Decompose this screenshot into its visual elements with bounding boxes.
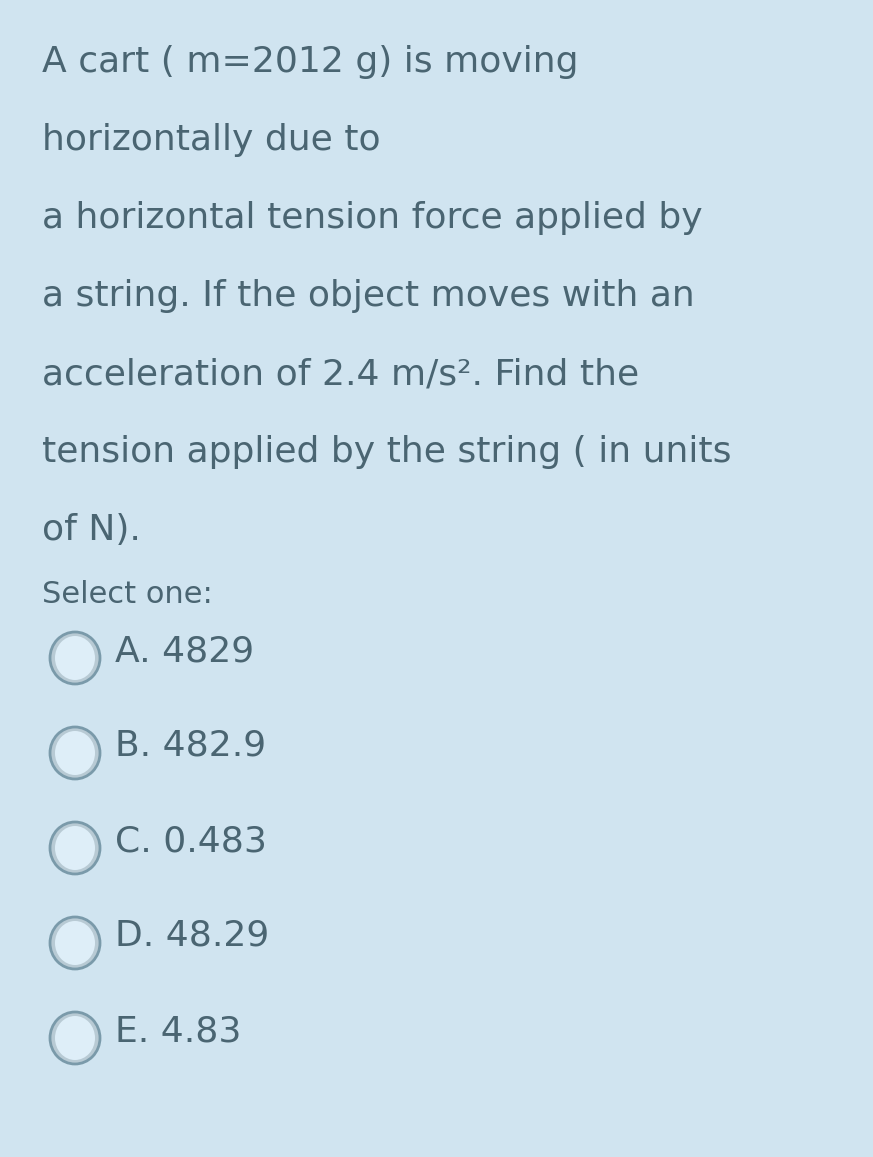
Text: A. 4829: A. 4829 [115, 634, 254, 668]
Text: Select one:: Select one: [42, 580, 213, 609]
Text: tension applied by the string ( in units: tension applied by the string ( in units [42, 435, 732, 469]
Ellipse shape [55, 826, 95, 870]
Text: B. 482.9: B. 482.9 [115, 729, 266, 762]
Text: acceleration of 2.4 m/s². Find the: acceleration of 2.4 m/s². Find the [42, 358, 639, 391]
Ellipse shape [50, 821, 100, 874]
Ellipse shape [50, 727, 100, 779]
Text: a string. If the object moves with an: a string. If the object moves with an [42, 279, 695, 314]
Ellipse shape [55, 636, 95, 680]
Text: D. 48.29: D. 48.29 [115, 919, 269, 953]
Ellipse shape [55, 921, 95, 965]
Ellipse shape [50, 1012, 100, 1064]
Ellipse shape [50, 632, 100, 684]
Text: horizontally due to: horizontally due to [42, 123, 381, 157]
Text: A cart ( m=2012 g) is moving: A cart ( m=2012 g) is moving [42, 45, 579, 79]
Ellipse shape [55, 731, 95, 775]
Text: C. 0.483: C. 0.483 [115, 824, 267, 858]
Ellipse shape [50, 918, 100, 970]
Text: a horizontal tension force applied by: a horizontal tension force applied by [42, 201, 703, 235]
Ellipse shape [55, 1016, 95, 1060]
Text: E. 4.83: E. 4.83 [115, 1014, 241, 1048]
Text: of N).: of N). [42, 513, 141, 547]
